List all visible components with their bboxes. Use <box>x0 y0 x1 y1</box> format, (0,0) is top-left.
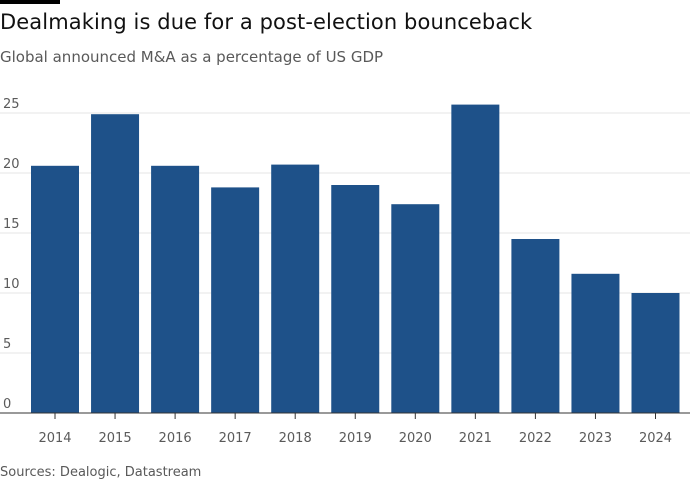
bar-2017 <box>211 187 260 413</box>
y-tick-label: 10 <box>3 277 20 292</box>
bar-2022 <box>511 239 560 413</box>
x-tick-label: 2018 <box>279 431 312 446</box>
y-axis-ticks: 0 5 10 15 20 25 <box>3 97 20 412</box>
bar-2020 <box>391 204 440 413</box>
x-tick-label: 2021 <box>459 431 492 446</box>
bar-2024 <box>631 293 680 413</box>
x-tick-label: 2020 <box>399 431 432 446</box>
x-tick-label: 2022 <box>519 431 552 446</box>
bar-2021 <box>451 104 500 413</box>
bar-2019 <box>331 185 380 413</box>
x-tick-label: 2014 <box>38 431 71 446</box>
chart-title: Dealmaking is due for a post-election bo… <box>0 10 533 34</box>
x-tick-label: 2016 <box>159 431 192 446</box>
y-tick-label: 15 <box>3 217 20 232</box>
y-tick-label: 5 <box>3 337 11 352</box>
bar-2015 <box>91 114 140 413</box>
bar-2016 <box>151 165 200 413</box>
source-note: Sources: Dealogic, Datastream <box>0 465 202 480</box>
bar-2018 <box>271 164 320 413</box>
bars <box>31 104 680 413</box>
bar-2023 <box>571 273 620 413</box>
x-tick-label: 2023 <box>579 431 612 446</box>
y-tick-label: 25 <box>3 97 20 112</box>
x-tick-label: 2019 <box>339 431 372 446</box>
y-tick-label: 20 <box>3 157 20 172</box>
x-tick-label: 2015 <box>99 431 132 446</box>
bar-2014 <box>31 165 79 413</box>
x-axis-ticks: 2014 2015 2016 2017 2018 2019 2020 2021 2022 2023… <box>38 413 672 446</box>
top-rule <box>0 0 60 4</box>
x-tick-label: 2017 <box>219 431 252 446</box>
y-tick-label: 0 <box>3 397 11 412</box>
chart-subtitle: Global announced M&A as a percentage of … <box>0 48 384 66</box>
x-tick-label: 2024 <box>639 431 672 446</box>
